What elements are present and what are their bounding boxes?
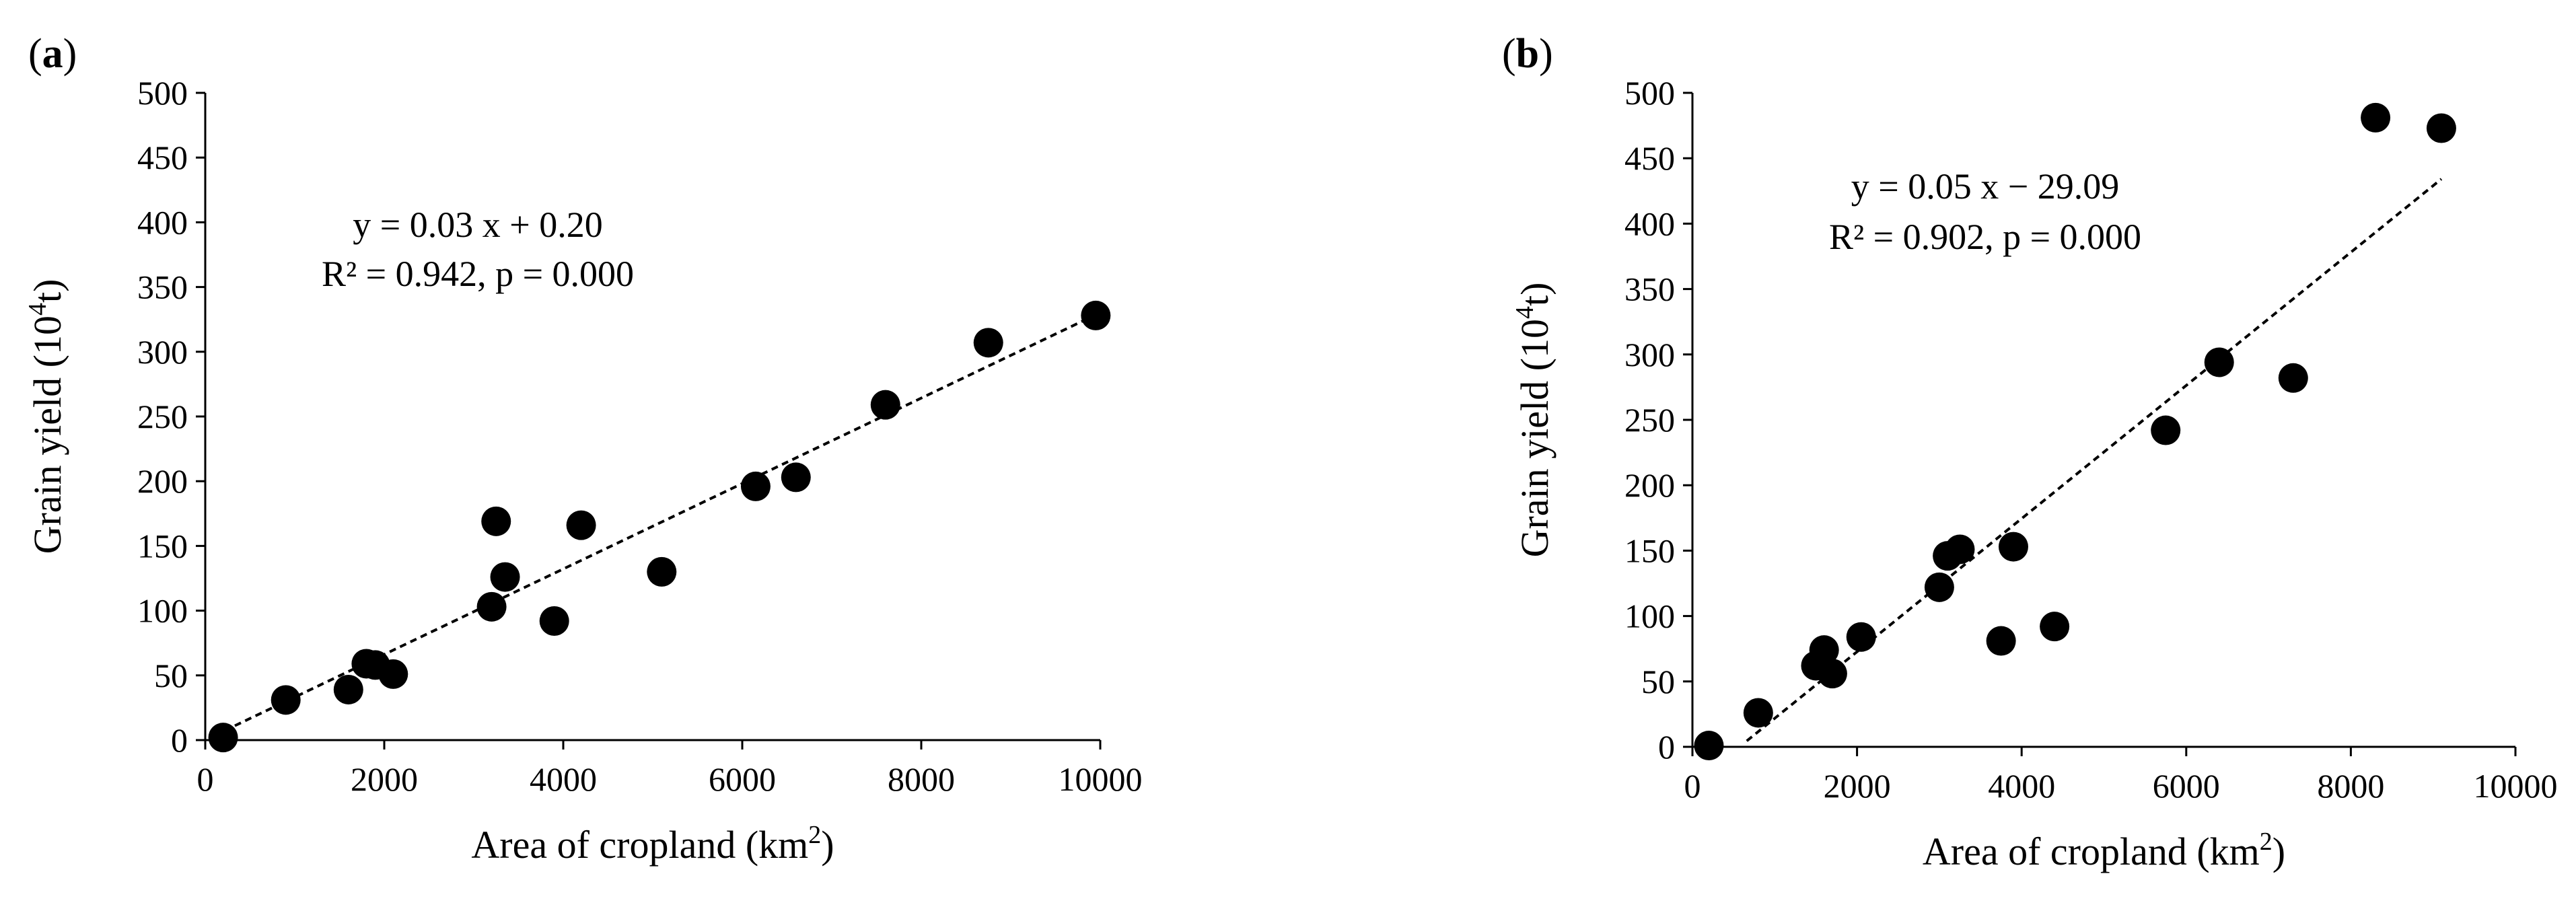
data-point — [2361, 102, 2391, 133]
data-point — [2426, 113, 2456, 143]
data-point — [476, 591, 507, 622]
x-tick-label: 0 — [1684, 767, 1701, 805]
data-point — [1998, 532, 2028, 562]
x-tick-label: 10000 — [1059, 760, 1143, 798]
y-axis-title: Grain yield (104t) — [24, 279, 69, 554]
y-tick-label: 300 — [1624, 336, 1675, 373]
regression-stats: R² = 0.902, p = 0.000 — [1829, 217, 2141, 257]
data-point — [208, 723, 238, 753]
y-tick-label: 250 — [1624, 401, 1675, 439]
data-point — [1809, 635, 1839, 665]
y-axis-title-superscript: 4 — [24, 303, 52, 316]
x-axis-title-superscript: 2 — [808, 821, 821, 849]
y-tick-label: 350 — [1624, 270, 1675, 308]
y-tick-label: 200 — [137, 462, 188, 500]
panel-label-letter: b — [1516, 31, 1539, 77]
data-point — [566, 510, 596, 540]
y-tick-label: 350 — [137, 268, 188, 306]
x-tick-label: 8000 — [888, 760, 955, 798]
data-point — [333, 674, 363, 704]
x-axis-title: Area of cropland (km2) — [1923, 828, 2285, 873]
trendline — [1746, 178, 2443, 742]
data-point — [490, 562, 520, 592]
panel-b: (b) 0 50 100 150 200 250 300 350 400 450 500 0 2000 40… — [1502, 31, 2558, 873]
regression-equation: y = 0.05 x − 29.09 — [1851, 166, 2119, 207]
y-tick-label: 100 — [137, 592, 188, 630]
panel-label-close: ) — [1539, 31, 1553, 77]
x-axis-title-main: Area of cropland (km — [471, 823, 808, 867]
y-tick-label: 250 — [137, 398, 188, 435]
y-tick-label: 50 — [1641, 663, 1675, 700]
data-point — [2151, 415, 2181, 445]
x-tick-label: 8000 — [2317, 767, 2384, 805]
x-tick-label: 2000 — [351, 760, 418, 798]
data-point — [1694, 731, 1724, 761]
x-tick-label: 4000 — [530, 760, 597, 798]
data-point — [1924, 572, 1954, 602]
y-tick-label: 500 — [137, 74, 188, 112]
panel-label: (a) — [28, 31, 77, 77]
panel-label-close: ) — [63, 31, 77, 77]
y-tick-label: 100 — [1624, 597, 1675, 635]
data-point — [539, 606, 569, 636]
x-tick-label: 10000 — [2474, 767, 2558, 805]
panel-label: (b) — [1502, 31, 1553, 77]
panel-a: (a) 0 50 100 150 200 250 300 350 400 450 500 0 2000 40… — [24, 31, 1143, 867]
data-point — [870, 390, 900, 420]
y-tick-label: 0 — [1658, 728, 1675, 766]
y-tick-label: 200 — [1624, 466, 1675, 504]
y-tick-label: 50 — [154, 657, 188, 694]
data-point — [378, 659, 408, 689]
regression-equation: y = 0.03 x + 0.20 — [353, 205, 602, 245]
y-tick-label: 150 — [1624, 532, 1675, 569]
y-tick-label: 450 — [1624, 139, 1675, 177]
data-point — [1846, 622, 1876, 652]
y-axis-title-end: t) — [1513, 283, 1557, 306]
y-axis-title-end: t) — [26, 279, 69, 303]
data-point — [973, 328, 1003, 358]
data-point — [271, 685, 301, 715]
panel-label-letter: a — [42, 31, 63, 77]
y-tick-label: 450 — [137, 139, 188, 176]
y-tick-label: 150 — [137, 527, 188, 564]
data-point — [1743, 698, 1773, 728]
panel-label-open: ( — [28, 31, 42, 77]
y-tick-label: 400 — [1624, 205, 1675, 242]
trendline — [213, 314, 1097, 737]
x-tick-label: 0 — [197, 760, 214, 798]
y-tick-label: 0 — [171, 721, 188, 759]
data-point — [1817, 659, 1847, 689]
data-point — [647, 556, 677, 587]
y-tick-label: 300 — [137, 333, 188, 371]
data-point — [2040, 612, 2070, 642]
y-tick-label: 400 — [137, 203, 188, 241]
x-axis-title-end: ) — [2273, 830, 2285, 873]
y-axis-title-superscript: 4 — [1511, 306, 1539, 319]
data-point — [1945, 534, 1975, 564]
data-point — [1986, 626, 2016, 656]
x-tick-label: 4000 — [1988, 767, 2055, 805]
x-axis-title-superscript: 2 — [2260, 828, 2273, 856]
y-axis-title: Grain yield (104t) — [1511, 283, 1557, 558]
panel-label-open: ( — [1502, 31, 1516, 77]
data-point — [781, 462, 811, 493]
x-tick-label: 2000 — [1824, 767, 1891, 805]
data-point — [481, 506, 511, 536]
data-point — [2204, 347, 2234, 377]
x-axis-title: Area of cropland (km2) — [471, 821, 834, 867]
y-tick-label: 500 — [1624, 74, 1675, 112]
y-axis-title-main: Grain yield (10 — [26, 316, 69, 554]
x-axis-title-main: Area of cropland (km — [1923, 830, 2260, 873]
x-axis-title-end: ) — [821, 823, 834, 867]
x-tick-label: 6000 — [2153, 767, 2220, 805]
regression-stats: R² = 0.942, p = 0.000 — [322, 254, 634, 294]
data-point — [1081, 300, 1111, 330]
data-point — [740, 471, 771, 501]
data-point — [2278, 363, 2308, 393]
y-axis-title-main: Grain yield (10 — [1513, 319, 1557, 557]
x-tick-label: 6000 — [709, 760, 776, 798]
